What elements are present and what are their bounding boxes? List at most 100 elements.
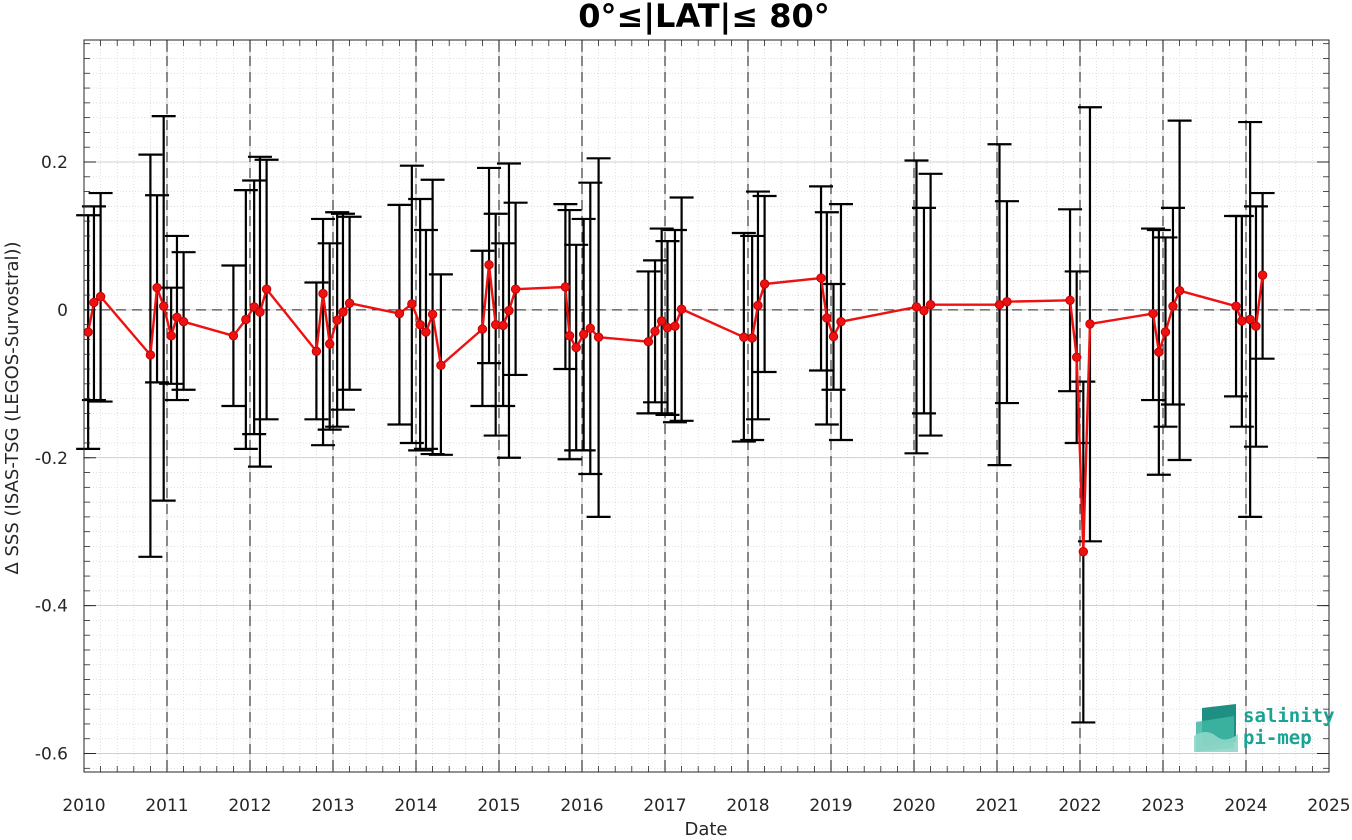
data-point: [83, 327, 93, 337]
data-point: [911, 302, 922, 312]
data-point: [643, 336, 654, 347]
data-point: [255, 307, 265, 317]
data-point: [919, 305, 929, 316]
chart-title: 0°≤|LAT|≤ 80°: [578, 0, 829, 36]
tick-labels: 2010 2011 2012 2013 2014 2015 2016 2017 2018 2019…: [35, 153, 1351, 816]
data-point: [166, 331, 176, 341]
data-point: [1231, 301, 1241, 311]
error-bar: [413, 228, 438, 450]
data-point: [95, 291, 106, 302]
logo-line-1: salinity: [1243, 705, 1335, 727]
data-point: [670, 321, 680, 331]
y-tick-label: -0.2: [35, 449, 68, 469]
data-point: [504, 305, 514, 316]
data-point: [676, 304, 687, 314]
data-point: [1160, 327, 1171, 337]
data-point: [650, 326, 660, 337]
data-point: [1168, 301, 1178, 311]
error-bars: [76, 106, 1275, 724]
data-point: [158, 301, 169, 311]
data-point: [836, 317, 846, 327]
x-tick-label: 2025: [1307, 796, 1350, 816]
salinity-pi-mep-logo: salinity pi-mep: [1194, 704, 1335, 752]
y-tick-label: 0: [57, 301, 68, 321]
data-point: [324, 339, 335, 349]
data-point: [510, 284, 521, 294]
reference-lines: [84, 40, 1329, 772]
data-point: [241, 314, 251, 325]
x-tick-label: 2021: [975, 796, 1018, 816]
data-point: [394, 308, 405, 319]
x-tick-label: 2015: [477, 796, 520, 816]
x-tick-label: 2013: [311, 796, 354, 816]
data-point: [249, 302, 259, 312]
grid: [83, 40, 1330, 772]
data-point: [828, 331, 839, 342]
data-point: [585, 323, 595, 334]
data-point: [228, 331, 239, 341]
data-point: [1237, 316, 1247, 326]
data-point: [178, 317, 189, 327]
x-tick-label: 2024: [1224, 796, 1267, 816]
data-point: [1071, 352, 1082, 362]
x-tick-label: 2019: [809, 796, 852, 816]
x-tick-label: 2023: [1141, 796, 1184, 816]
y-axis-title: Δ SSS (ISAS-TSG (LEGOS-Survostral)): [2, 241, 23, 574]
data-point: [925, 300, 936, 310]
data-point: [338, 307, 348, 317]
data-point: [816, 273, 826, 283]
data-point: [656, 316, 667, 326]
data-points: [83, 260, 1268, 557]
data-point: [152, 282, 162, 293]
data-point: [1148, 308, 1158, 319]
data-point: [1085, 319, 1095, 329]
x-tick-label: 2022: [1058, 796, 1101, 816]
data-point: [484, 260, 494, 270]
error-bar: [311, 217, 336, 447]
x-tick-label: 2012: [228, 796, 271, 816]
data-point: [1251, 321, 1261, 331]
y-tick-label: -0.4: [35, 597, 68, 617]
data-point: [747, 333, 757, 343]
data-point: [739, 332, 749, 342]
data-point: [1245, 314, 1255, 325]
data-point: [1078, 546, 1089, 557]
data-point: [1154, 347, 1164, 357]
data-point: [578, 329, 589, 339]
data-point: [332, 315, 342, 325]
data-point: [145, 350, 156, 360]
y-tick-label: -0.6: [35, 745, 68, 765]
x-tick-label: 2018: [726, 796, 769, 816]
x-axis-title: Date: [684, 819, 727, 840]
x-tick-label: 2020: [892, 796, 935, 816]
plot-frame: [83, 39, 1330, 773]
y-tick-label: 0.2: [41, 153, 68, 173]
data-point: [1002, 297, 1012, 307]
x-tick-label: 2010: [62, 796, 105, 816]
data-point: [498, 320, 508, 331]
data-point: [311, 346, 322, 356]
data-point: [436, 360, 446, 371]
data-point: [662, 322, 673, 333]
x-tick-label: 2016: [560, 796, 603, 816]
data-point: [427, 309, 438, 320]
data-point: [344, 298, 355, 308]
data-point: [822, 313, 832, 323]
x-tick-label: 2014: [394, 796, 437, 816]
axis-ticks: [83, 40, 1330, 772]
data-point: [421, 327, 431, 337]
data-point: [593, 332, 604, 342]
data-point: [564, 331, 575, 341]
waves-icon: [1194, 704, 1238, 752]
data-point: [407, 299, 417, 309]
x-tick-label: 2011: [145, 796, 188, 816]
data-point: [1174, 285, 1185, 296]
data-point: [1257, 270, 1268, 280]
data-point: [477, 324, 488, 334]
data-point: [318, 288, 328, 299]
data-point: [89, 297, 99, 308]
data-point: [759, 279, 770, 289]
logo-line-2: pi-mep: [1243, 727, 1312, 749]
data-point: [571, 342, 581, 353]
